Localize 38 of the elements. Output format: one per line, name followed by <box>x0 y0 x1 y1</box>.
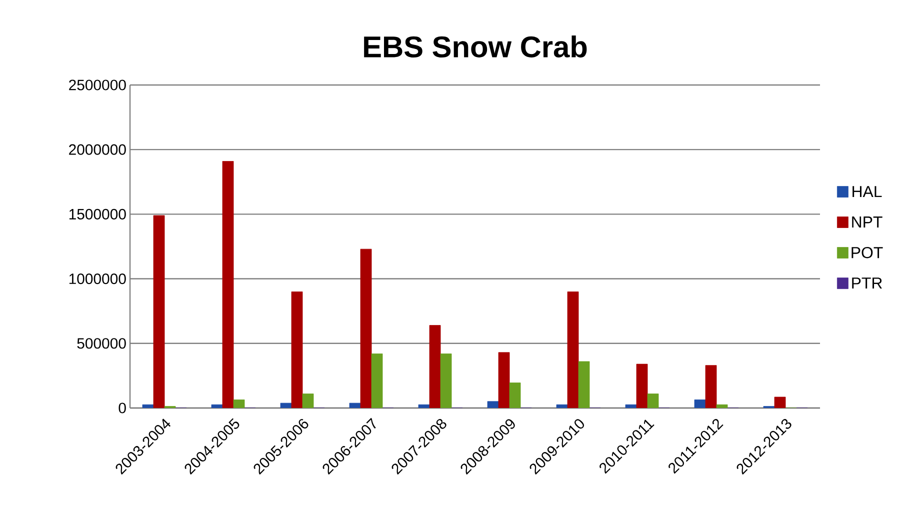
bar <box>291 292 303 408</box>
bar <box>487 401 499 408</box>
legend-label: NPT <box>852 216 882 228</box>
chart-title: EBS Snow Crab <box>364 36 587 58</box>
bar <box>647 394 659 408</box>
bar <box>418 404 430 408</box>
y-tick-label: 500000 <box>77 338 126 349</box>
legend-label: HAL <box>852 186 882 198</box>
bar <box>280 402 292 408</box>
bar <box>371 354 383 408</box>
bar <box>153 215 165 408</box>
bar <box>302 394 314 408</box>
bar <box>349 402 361 408</box>
y-tick-label: 0 <box>118 402 126 414</box>
bar <box>211 404 223 408</box>
bar <box>440 354 452 408</box>
bar <box>222 161 234 408</box>
bar <box>636 364 648 408</box>
y-tick-label: 1500000 <box>69 208 126 220</box>
y-tick-label: 1000000 <box>69 273 126 284</box>
y-tick-label: 2500000 <box>69 80 126 90</box>
bar <box>705 365 717 408</box>
bar <box>498 352 510 408</box>
legend-label: PTR <box>852 278 882 289</box>
bar <box>509 382 521 408</box>
legend-label: POT <box>852 246 883 258</box>
bar <box>625 404 637 408</box>
y-tick-label: 2000000 <box>69 144 126 155</box>
bar <box>716 404 728 408</box>
bar <box>694 400 706 408</box>
bar <box>774 396 786 408</box>
bar <box>556 404 568 408</box>
bar <box>429 325 441 408</box>
bar <box>567 292 579 408</box>
bar <box>142 404 154 408</box>
bar <box>578 361 590 408</box>
bar <box>233 400 245 408</box>
bar <box>360 248 372 408</box>
